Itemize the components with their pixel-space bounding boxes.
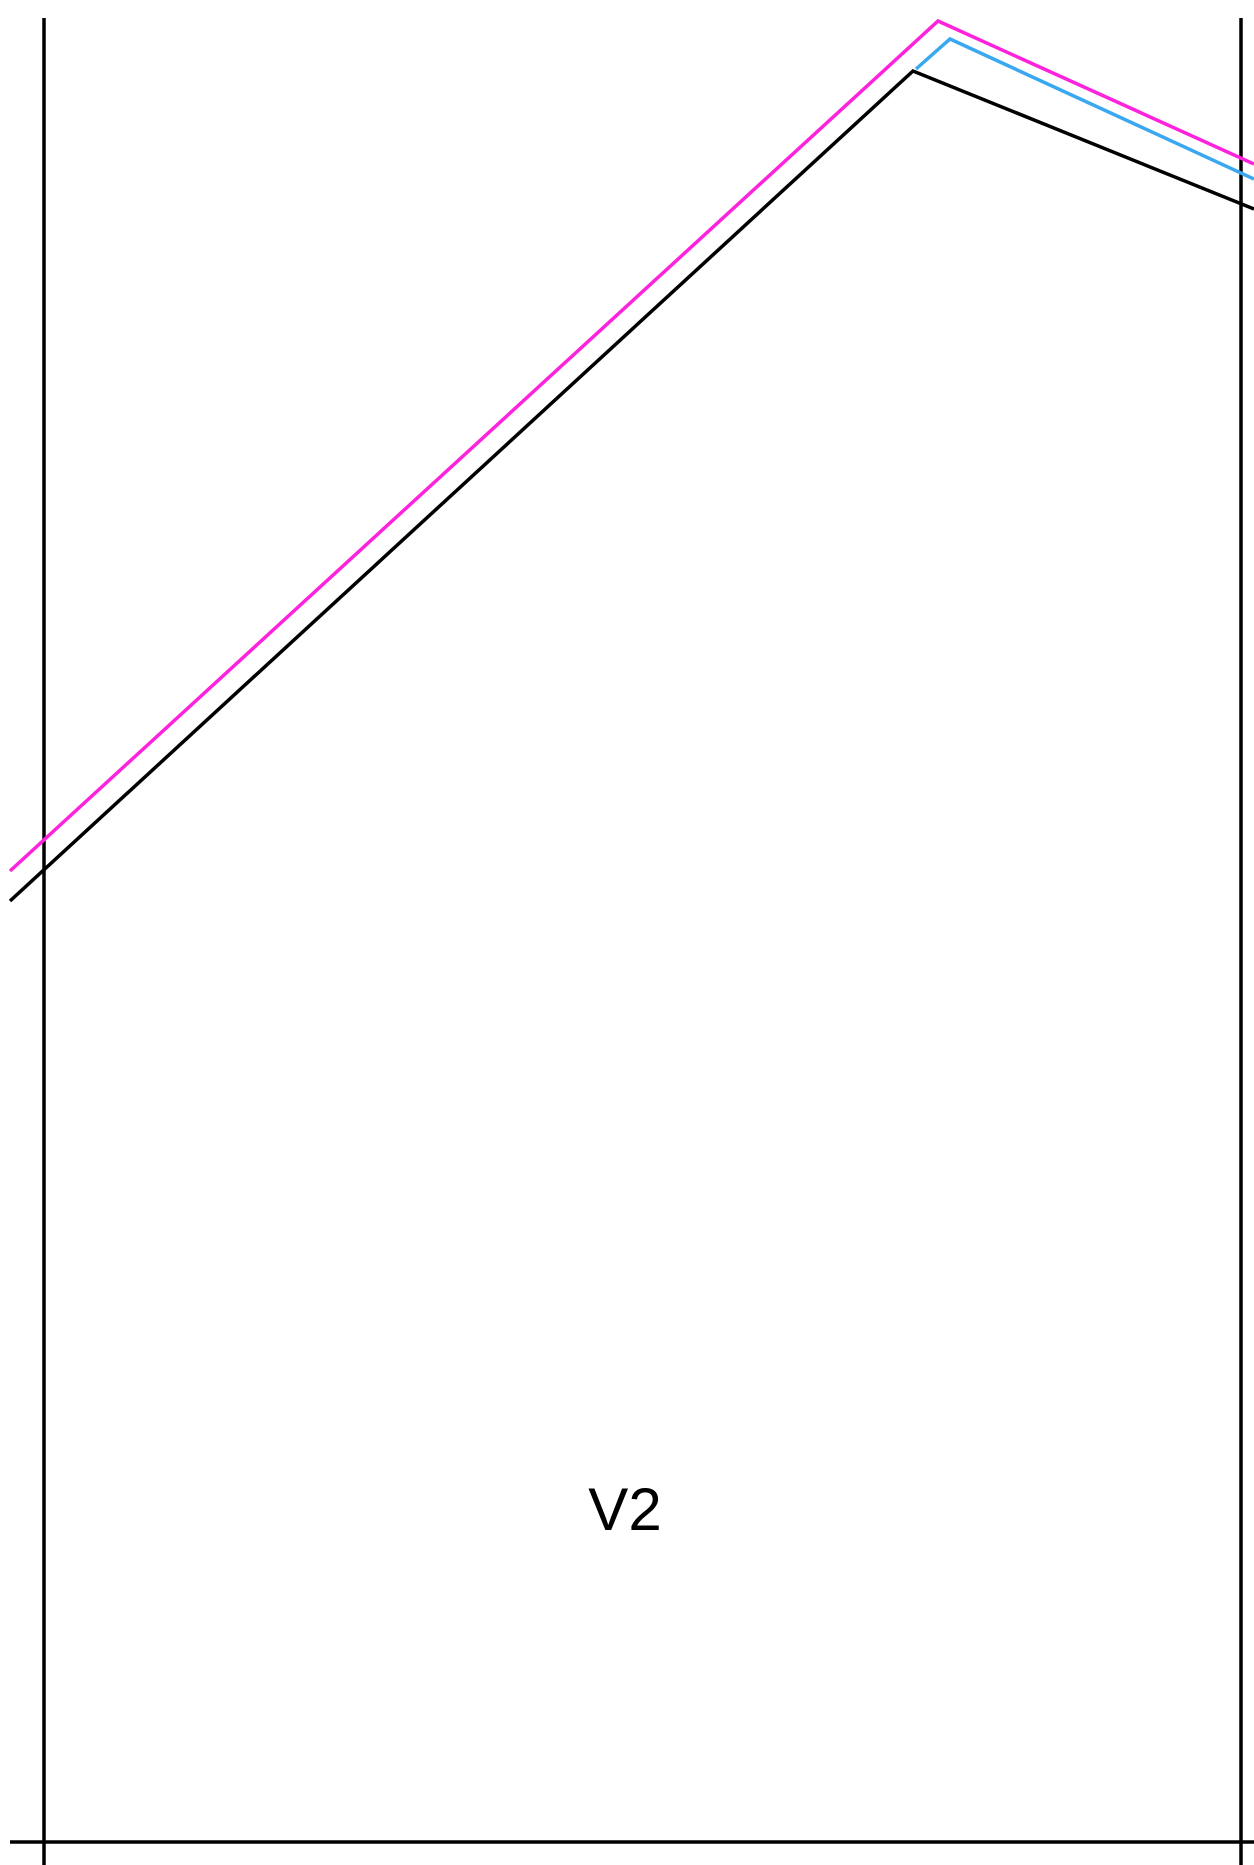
roof-outline-magenta	[8, 18, 1254, 873]
roof-outline-black	[8, 68, 1254, 903]
region-label: V2	[588, 1476, 661, 1543]
roof-outline-blue	[914, 36, 1254, 181]
